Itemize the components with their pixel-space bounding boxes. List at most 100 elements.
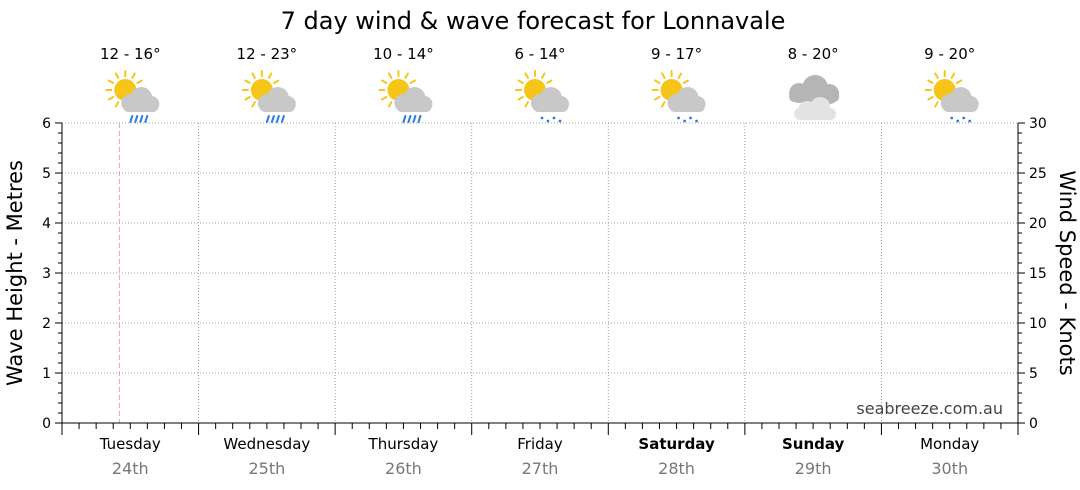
- drizzle-dot: [968, 119, 972, 123]
- day-date-label: 27th: [522, 459, 559, 478]
- left-axis-title: Wave Height - Metres: [3, 160, 27, 386]
- partly-sunny-drizzle-icon: [651, 70, 706, 123]
- cloud-base: [396, 101, 432, 112]
- day-name-label: Saturday: [638, 435, 715, 453]
- rain-streak: [265, 115, 270, 123]
- drizzle-dot: [546, 119, 550, 123]
- drizzle-dot: [540, 116, 544, 120]
- temperature-range-label: 8 - 20°: [788, 45, 839, 63]
- precipitation-shape: [129, 115, 149, 123]
- day-date-label: 26th: [385, 459, 422, 478]
- sun-ray: [654, 79, 661, 84]
- drizzle-dot: [695, 119, 698, 123]
- sun-ray: [541, 72, 546, 79]
- right-tick-label: 5: [1029, 366, 1038, 382]
- cloud-base: [942, 101, 978, 112]
- sun-ray: [546, 79, 553, 84]
- drizzle-dot: [558, 119, 562, 123]
- sun-ray: [409, 79, 416, 84]
- rain-streak: [407, 115, 412, 123]
- partly-sunny-showers-icon: [105, 70, 160, 123]
- sun-ray: [131, 72, 136, 79]
- left-tick-label: 4: [42, 216, 51, 232]
- right-tick-label: 15: [1029, 266, 1047, 282]
- cloud-base: [789, 91, 840, 102]
- sun-ray: [677, 72, 683, 79]
- rain-streak: [129, 115, 134, 123]
- left-tick-label: 1: [42, 366, 51, 382]
- day-name-label: Monday: [920, 435, 979, 453]
- sun-ray: [654, 96, 661, 101]
- chart-grid: [62, 122, 1018, 423]
- chart-title: 7 day wind & wave forecast for Lonnavale: [281, 7, 786, 35]
- drizzle-dot: [956, 119, 960, 123]
- watermark-text: seabreeze.com.au: [856, 399, 1003, 418]
- rain-streak: [402, 115, 407, 123]
- cloud-base: [794, 108, 837, 120]
- right-axis-title: Wind Speed - Knots: [1055, 170, 1079, 375]
- temperature-range-label: 10 - 14°: [373, 45, 434, 63]
- rain-streak: [275, 115, 280, 123]
- cloud-shape: [794, 97, 837, 120]
- drizzle-dot: [962, 116, 966, 120]
- day-date-label: 28th: [658, 459, 695, 478]
- drizzle-dot: [677, 116, 680, 120]
- rain-streak: [417, 115, 422, 123]
- sun-ray: [244, 96, 251, 101]
- precipitation-shape: [265, 115, 285, 123]
- day-date-label: 29th: [795, 459, 832, 478]
- left-axis-ticks: 0 1 2 3 4 5 6: [42, 116, 62, 432]
- cloud-shape: [531, 87, 569, 112]
- partly-sunny-drizzle-icon: [924, 70, 979, 123]
- day-name-label: Friday: [517, 435, 563, 453]
- sun-ray: [682, 79, 690, 84]
- cloud-base: [533, 101, 568, 112]
- right-tick-label: 30: [1029, 116, 1047, 132]
- day-date-label: 30th: [931, 459, 968, 478]
- sun-ray: [524, 72, 529, 79]
- day-date-label: 25th: [248, 459, 285, 478]
- sun-ray: [387, 101, 393, 108]
- sun-ray: [272, 79, 280, 84]
- sun-ray: [934, 72, 939, 79]
- right-tick-label: 25: [1029, 166, 1047, 182]
- sun-ray: [107, 96, 115, 101]
- sun-ray: [244, 79, 251, 84]
- sun-ray: [136, 79, 143, 84]
- right-tick-label: 10: [1029, 316, 1047, 332]
- drizzle-dot: [552, 116, 556, 120]
- precipitation-shape: [540, 116, 562, 123]
- sun-ray: [661, 72, 666, 79]
- partly-sunny-showers-icon: [378, 70, 433, 123]
- partly-sunny-showers-icon: [241, 70, 296, 123]
- left-tick-label: 0: [42, 416, 51, 432]
- rain-streak: [134, 115, 139, 123]
- day-name-label: Tuesday: [99, 435, 161, 453]
- sun-ray: [380, 96, 388, 101]
- cloud-base: [123, 101, 159, 112]
- sun-ray: [387, 72, 393, 79]
- weather-icon-row: [105, 70, 979, 123]
- rain-streak: [280, 115, 285, 123]
- left-tick-label: 2: [42, 316, 51, 332]
- cloud-shape: [667, 87, 706, 112]
- sun-ray: [251, 72, 256, 79]
- sun-ray: [107, 79, 115, 84]
- sun-ray: [661, 101, 666, 108]
- temperature-range-label: 12 - 23°: [237, 45, 298, 63]
- cloud-shape: [121, 87, 160, 112]
- cloud-shape: [940, 87, 979, 112]
- rain-streak: [139, 115, 144, 123]
- drizzle-dot: [689, 116, 692, 120]
- right-axis-ticks: 0 5 10 15 20 25 30: [1018, 116, 1047, 432]
- sun-ray: [114, 72, 120, 79]
- day-name-label: Thursday: [368, 435, 439, 453]
- cloud-shape: [394, 87, 433, 112]
- partly-sunny-drizzle-icon: [515, 70, 569, 123]
- sun-ray: [934, 101, 939, 108]
- left-tick-label: 5: [42, 166, 51, 182]
- rain-streak: [412, 115, 417, 123]
- x-axis-day-labels: Tuesday 24th Wednesday 25th Thursday 26th Frid…: [61, 423, 1019, 478]
- sun-ray: [524, 101, 529, 108]
